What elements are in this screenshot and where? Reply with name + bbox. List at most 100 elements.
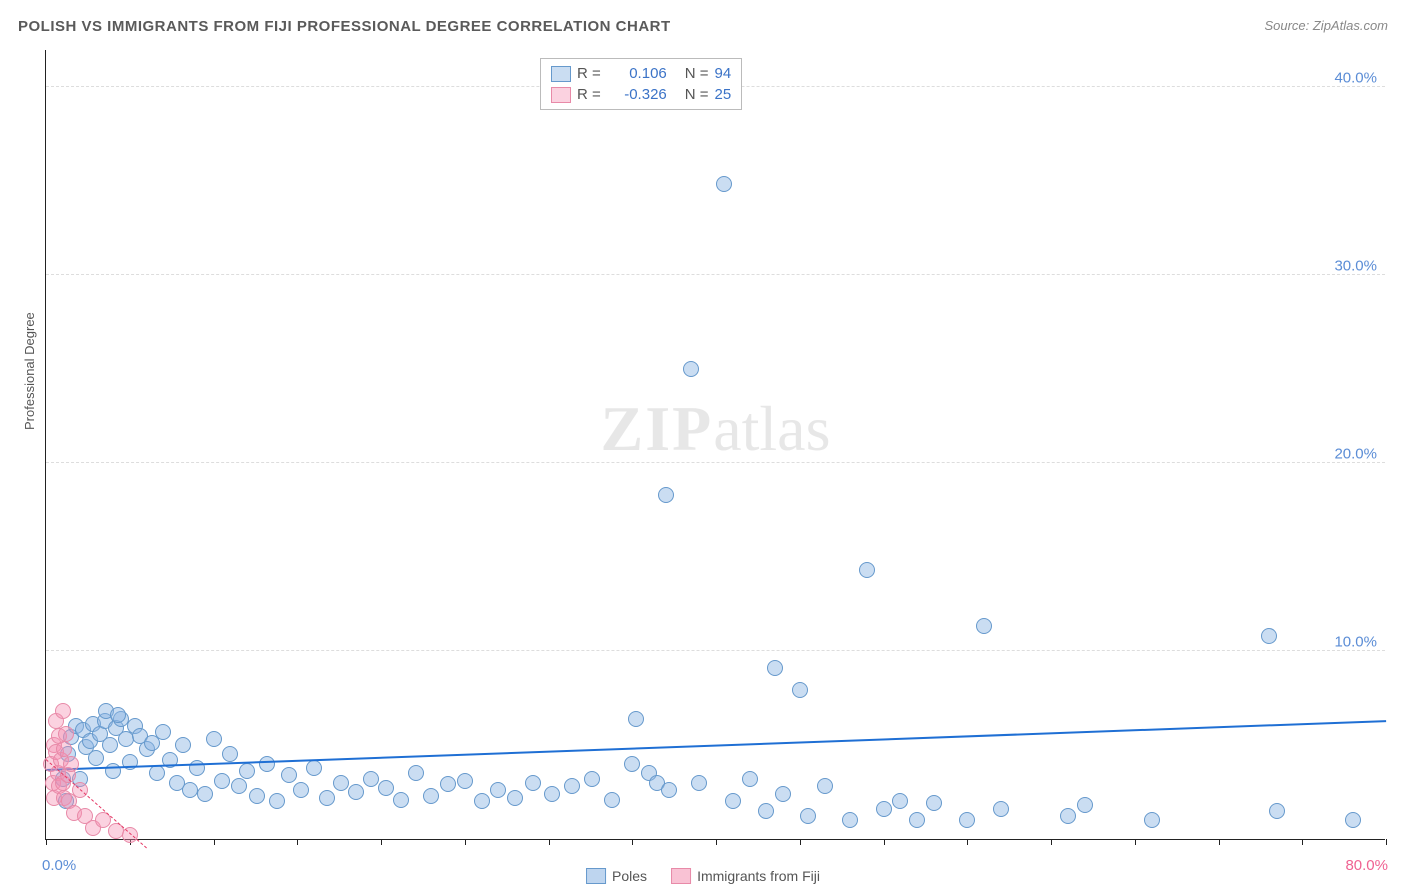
data-point [876, 801, 892, 817]
legend-n-label: N = [685, 65, 709, 82]
data-point [691, 775, 707, 791]
data-point [222, 746, 238, 762]
data-point [269, 793, 285, 809]
data-point [716, 176, 732, 192]
watermark-zip: ZIP [601, 393, 714, 464]
data-point [1144, 812, 1160, 828]
trend-line [46, 720, 1386, 771]
legend-swatch [551, 66, 571, 82]
data-point [1269, 803, 1285, 819]
xtick [297, 839, 298, 845]
watermark: ZIPatlas [601, 392, 831, 466]
data-point [259, 756, 275, 772]
data-point [959, 812, 975, 828]
data-point [775, 786, 791, 802]
source-label: Source: ZipAtlas.com [1264, 18, 1388, 33]
legend-row: R =0.106N =94 [551, 63, 731, 84]
xtick [465, 839, 466, 845]
data-point [189, 760, 205, 776]
data-point [319, 790, 335, 806]
series-legend-label: Poles [612, 868, 647, 884]
data-point [457, 773, 473, 789]
data-point [182, 782, 198, 798]
series-legend-label: Immigrants from Fiji [697, 868, 820, 884]
data-point [658, 487, 674, 503]
xtick-max-label: 80.0% [1345, 857, 1388, 874]
gridline [46, 650, 1385, 651]
data-point [525, 775, 541, 791]
data-point [197, 786, 213, 802]
data-point [842, 812, 858, 828]
y-axis-label: Professional Degree [22, 312, 37, 430]
legend-swatch [671, 868, 691, 884]
xtick [1051, 839, 1052, 845]
data-point [604, 792, 620, 808]
xtick [549, 839, 550, 845]
ytick-label: 40.0% [1334, 69, 1377, 86]
ytick-label: 20.0% [1334, 445, 1377, 462]
xtick [381, 839, 382, 845]
legend-n-value: 94 [715, 65, 732, 82]
correlation-legend: R =0.106N =94R =-0.326N =25 [540, 58, 742, 110]
xtick [214, 839, 215, 845]
data-point [110, 707, 126, 723]
watermark-atlas: atlas [713, 393, 830, 464]
data-point [817, 778, 833, 794]
legend-row: R = -0.326 N = 25 [551, 84, 731, 105]
data-point [507, 790, 523, 806]
legend-swatch [586, 868, 606, 884]
ytick-label: 30.0% [1334, 257, 1377, 274]
data-point [1077, 797, 1093, 813]
data-point [584, 771, 600, 787]
data-point [378, 780, 394, 796]
xtick [632, 839, 633, 845]
data-point [423, 788, 439, 804]
data-point [348, 784, 364, 800]
data-point [628, 711, 644, 727]
legend-r-value: -0.326 [607, 86, 667, 103]
xtick [800, 839, 801, 845]
xtick [716, 839, 717, 845]
series-legend-item: Poles [586, 868, 647, 884]
data-point [88, 750, 104, 766]
data-point [281, 767, 297, 783]
data-point [149, 765, 165, 781]
data-point [976, 618, 992, 634]
data-point [474, 793, 490, 809]
legend-n-label: N = [685, 86, 709, 103]
data-point [926, 795, 942, 811]
data-point [293, 782, 309, 798]
data-point [993, 801, 1009, 817]
data-point [1261, 628, 1277, 644]
data-point [800, 808, 816, 824]
data-point [408, 765, 424, 781]
xtick [1219, 839, 1220, 845]
xtick [884, 839, 885, 845]
data-point [544, 786, 560, 802]
data-point [683, 361, 699, 377]
xtick [967, 839, 968, 845]
data-point [206, 731, 222, 747]
gridline [46, 274, 1385, 275]
ytick-label: 10.0% [1334, 633, 1377, 650]
legend-n-value: 25 [715, 86, 732, 103]
data-point [58, 726, 74, 742]
data-point [63, 756, 79, 772]
legend-r-label: R = [577, 86, 601, 103]
data-point [56, 741, 72, 757]
data-point [767, 660, 783, 676]
legend-r-label: R = [577, 65, 601, 82]
data-point [624, 756, 640, 772]
data-point [333, 775, 349, 791]
data-point [306, 760, 322, 776]
data-point [363, 771, 379, 787]
data-point [55, 703, 71, 719]
data-point [175, 737, 191, 753]
data-point [102, 737, 118, 753]
data-point [1345, 812, 1361, 828]
data-point [393, 792, 409, 808]
gridline [46, 462, 1385, 463]
data-point [725, 793, 741, 809]
data-point [564, 778, 580, 794]
data-point [440, 776, 456, 792]
